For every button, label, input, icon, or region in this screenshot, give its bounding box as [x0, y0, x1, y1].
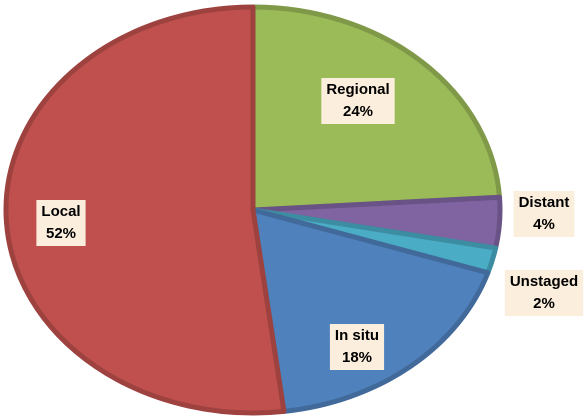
label-box: [504, 270, 584, 316]
category-label: Regional: [326, 81, 389, 98]
label-box: [329, 324, 385, 370]
label-box: [36, 200, 86, 246]
label-box: [321, 78, 395, 124]
value-label: 24%: [343, 103, 373, 120]
category-label: Local: [41, 203, 80, 220]
data-label: Local 52%: [36, 200, 86, 246]
data-label: In situ 18%: [329, 324, 385, 370]
category-label: In situ: [335, 327, 379, 344]
data-label: Distant 4%: [513, 191, 575, 237]
value-label: 2%: [533, 295, 555, 312]
data-label: Unstaged 2%: [504, 270, 584, 316]
category-label: Distant: [519, 194, 570, 211]
data-label: Regional 24%: [321, 78, 395, 124]
category-label: Unstaged: [510, 273, 578, 290]
pie-slice: [3, 4, 287, 416]
pie-slice: [250, 207, 491, 414]
value-label: 52%: [46, 225, 76, 242]
label-box: [513, 191, 575, 237]
value-label: 18%: [342, 349, 372, 366]
value-label: 4%: [533, 216, 555, 233]
